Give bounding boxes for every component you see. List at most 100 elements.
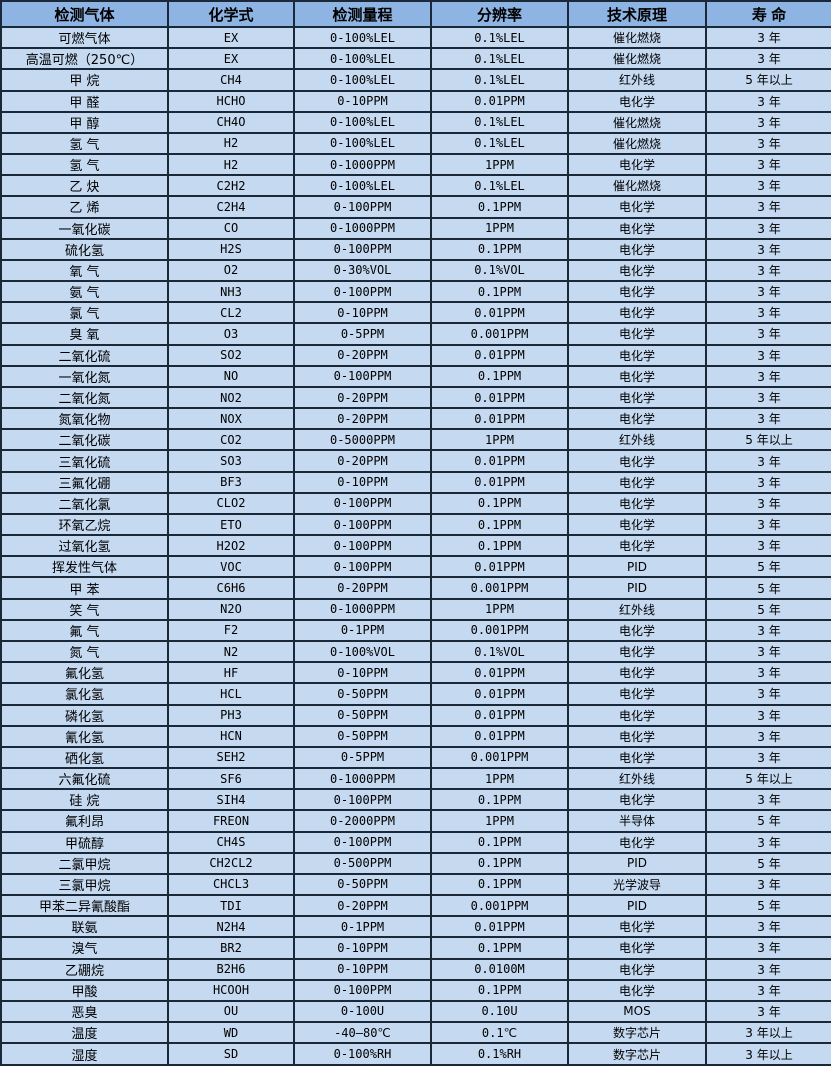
- table-row: 甲 醛 HCHO 0-10PPM 0.01PPM 电化学 3 年: [0, 89, 831, 113]
- gas-name-cell: 可燃气体: [0, 25, 169, 50]
- table-row: 硅 烷 SIH4 0-100PPM 0.1PPM 电化学 3 年: [0, 788, 831, 812]
- formula-cell: SIH4: [167, 788, 295, 812]
- resolution-cell: 0.01PPM: [430, 915, 569, 939]
- lifespan-cell: 3 年: [705, 830, 831, 854]
- principle-cell: 电化学: [567, 745, 707, 770]
- gas-name-cell: 环氧乙烷: [0, 512, 169, 537]
- lifespan-cell: 3 年: [705, 364, 831, 388]
- resolution-cell: 0.1%RH: [430, 1042, 569, 1066]
- gas-name-cell: 硒化氢: [0, 745, 169, 770]
- lifespan-cell: 3 年: [705, 661, 831, 685]
- resolution-cell: 0.1PPM: [430, 237, 569, 261]
- range-cell: 0-50PPM: [293, 703, 432, 727]
- formula-cell: WD: [167, 1021, 295, 1045]
- resolution-cell: 1PPM: [430, 767, 569, 791]
- gas-name-cell: 氟 气: [0, 618, 169, 642]
- range-cell: 0-100%LEL: [293, 110, 432, 134]
- lifespan-cell: 5 年以上: [705, 767, 831, 791]
- resolution-cell: 0.1%LEL: [430, 47, 569, 71]
- resolution-cell: 1PPM: [430, 809, 569, 833]
- range-cell: 0-100PPM: [293, 512, 432, 537]
- range-cell: 0-2000PPM: [293, 809, 432, 833]
- resolution-cell: 0.1PPM: [430, 491, 569, 515]
- table-row: 硫化氢 H2S 0-100PPM 0.1PPM 电化学 3 年: [0, 237, 831, 261]
- gas-name-cell: 乙硼烷: [0, 957, 169, 981]
- table-row: 三氧化硫 SO3 0-20PPM 0.01PPM 电化学 3 年: [0, 449, 831, 473]
- resolution-cell: 0.01PPM: [430, 385, 569, 410]
- lifespan-cell: 3 年: [705, 512, 831, 537]
- resolution-cell: 0.1%LEL: [430, 110, 569, 134]
- formula-cell: H2: [167, 153, 295, 177]
- gas-name-cell: 二氧化硫: [0, 343, 169, 367]
- resolution-cell: 0.01PPM: [430, 703, 569, 727]
- resolution-cell: 1PPM: [430, 597, 569, 621]
- table-row: 甲硫醇 CH4S 0-100PPM 0.1PPM 电化学 3 年: [0, 830, 831, 854]
- gas-name-cell: 一氧化碳: [0, 216, 169, 240]
- principle-cell: 电化学: [567, 153, 707, 177]
- gas-name-cell: 臭 氧: [0, 322, 169, 346]
- gas-name-cell: 甲 苯: [0, 576, 169, 600]
- range-cell: 0-100%LEL: [293, 131, 432, 156]
- resolution-cell: 0.1%VOL: [430, 639, 569, 664]
- resolution-cell: 0.10U: [430, 999, 569, 1024]
- table-row: 三氟化硼 BF3 0-10PPM 0.01PPM 电化学 3 年: [0, 470, 831, 494]
- gas-name-cell: 甲硫醇: [0, 830, 169, 854]
- formula-cell: VOC: [167, 555, 295, 579]
- table-body: 可燃气体 EX 0-100%LEL 0.1%LEL 催化燃烧 3 年高温可燃（250℃） E…: [0, 25, 831, 1066]
- col-header-formula: 化学式: [167, 0, 295, 28]
- formula-cell: H2: [167, 131, 295, 156]
- resolution-cell: 0.001PPM: [430, 576, 569, 600]
- gas-name-cell: 氨 气: [0, 280, 169, 304]
- principle-cell: PID: [567, 576, 707, 600]
- lifespan-cell: 5 年以上: [705, 68, 831, 92]
- table-row: 氮氧化物 NOX 0-20PPM 0.01PPM 电化学 3 年: [0, 407, 831, 431]
- gas-name-cell: 甲酸: [0, 978, 169, 1002]
- table-row: 二氯甲烷 CH2CL2 0-500PPM 0.1PPM PID 5 年: [0, 851, 831, 875]
- principle-cell: 电化学: [567, 385, 707, 410]
- gas-name-cell: 甲 醇: [0, 110, 169, 134]
- table-row: 氟 气 F2 0-1PPM 0.001PPM 电化学 3 年: [0, 618, 831, 642]
- resolution-cell: 0.1PPM: [430, 936, 569, 960]
- gas-name-cell: 氮 气: [0, 639, 169, 664]
- formula-cell: FREON: [167, 809, 295, 833]
- principle-cell: 电化学: [567, 491, 707, 515]
- gas-name-cell: 磷化氢: [0, 703, 169, 727]
- table-row: 甲 醇 CH4O 0-100%LEL 0.1%LEL 催化燃烧 3 年: [0, 110, 831, 134]
- table-row: 氢 气 H2 0-1000PPM 1PPM 电化学 3 年: [0, 153, 831, 177]
- range-cell: -40—80℃: [293, 1021, 432, 1045]
- table-row: 过氧化氢 H2O2 0-100PPM 0.1PPM 电化学 3 年: [0, 534, 831, 558]
- table-row: 氯 气 CL2 0-10PPM 0.01PPM 电化学 3 年: [0, 301, 831, 325]
- principle-cell: 电化学: [567, 661, 707, 685]
- table-row: 甲酸 HCOOH 0-100PPM 0.1PPM 电化学 3 年: [0, 978, 831, 1002]
- table-row: 笑 气 N2O 0-1000PPM 1PPM 红外线 5 年: [0, 597, 831, 621]
- formula-cell: SF6: [167, 767, 295, 791]
- gas-name-cell: 温度: [0, 1021, 169, 1045]
- table-row: 甲 苯 C6H6 0-20PPM 0.001PPM PID 5 年: [0, 576, 831, 600]
- col-header-resolution: 分辨率: [430, 0, 569, 28]
- table-row: 乙硼烷 B2H6 0-10PPM 0.0100M 电化学 3 年: [0, 957, 831, 981]
- table-row: 二氧化氯 CLO2 0-100PPM 0.1PPM 电化学 3 年: [0, 491, 831, 515]
- range-cell: 0-20PPM: [293, 343, 432, 367]
- table-row: 温度 WD -40—80℃ 0.1℃ 数字芯片 3 年以上: [0, 1021, 831, 1045]
- formula-cell: SD: [167, 1042, 295, 1066]
- table-row: 可燃气体 EX 0-100%LEL 0.1%LEL 催化燃烧 3 年: [0, 25, 831, 50]
- col-header-gas-name: 检测气体: [0, 0, 169, 28]
- lifespan-cell: 3 年: [705, 703, 831, 727]
- range-cell: 0-1PPM: [293, 618, 432, 642]
- lifespan-cell: 3 年: [705, 47, 831, 71]
- principle-cell: PID: [567, 851, 707, 875]
- range-cell: 0-100PPM: [293, 195, 432, 219]
- lifespan-cell: 5 年: [705, 894, 831, 918]
- formula-cell: CHCL3: [167, 872, 295, 897]
- gas-name-cell: 氟利昂: [0, 809, 169, 833]
- principle-cell: 电化学: [567, 237, 707, 261]
- principle-cell: 电化学: [567, 682, 707, 706]
- range-cell: 0-20PPM: [293, 576, 432, 600]
- resolution-cell: 0.1%VOL: [430, 258, 569, 283]
- principle-cell: 红外线: [567, 767, 707, 791]
- formula-cell: EX: [167, 47, 295, 71]
- lifespan-cell: 3 年: [705, 957, 831, 981]
- table-row: 环氧乙烷 ETO 0-100PPM 0.1PPM 电化学 3 年: [0, 512, 831, 537]
- gas-name-cell: 乙 烯: [0, 195, 169, 219]
- resolution-cell: 0.01PPM: [430, 555, 569, 579]
